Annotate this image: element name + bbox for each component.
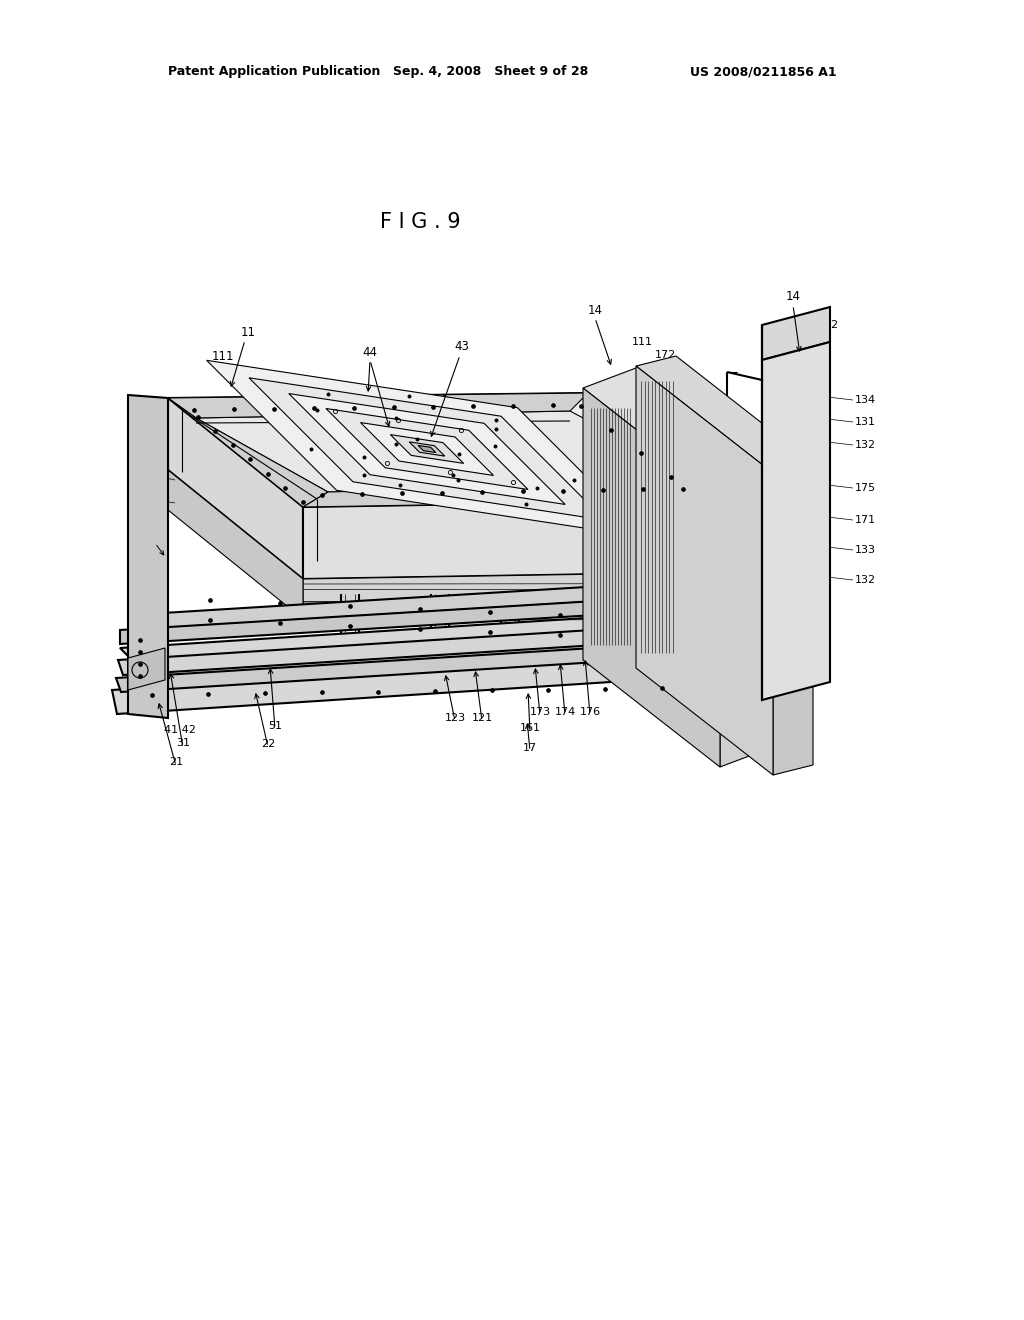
Text: F I G . 9: F I G . 9	[380, 213, 461, 232]
Polygon shape	[303, 500, 725, 579]
Text: 123: 123	[444, 713, 466, 723]
Polygon shape	[303, 482, 725, 507]
Text: US 2008/0211856 A1: US 2008/0211856 A1	[690, 66, 837, 78]
Polygon shape	[762, 342, 830, 700]
Polygon shape	[196, 411, 703, 492]
Text: 44: 44	[362, 346, 378, 359]
Polygon shape	[289, 393, 565, 504]
Polygon shape	[390, 434, 464, 463]
Text: 17: 17	[523, 743, 537, 752]
Text: 173: 173	[529, 708, 551, 717]
Text: 131: 131	[855, 417, 876, 426]
Polygon shape	[773, 463, 813, 775]
Text: 43: 43	[133, 533, 148, 546]
Text: 171: 171	[855, 515, 877, 525]
Text: 121: 121	[132, 470, 155, 483]
Text: 112: 112	[818, 319, 839, 330]
Polygon shape	[249, 378, 605, 520]
Text: 31: 31	[176, 738, 190, 748]
Polygon shape	[583, 388, 720, 767]
Polygon shape	[116, 638, 757, 692]
Polygon shape	[118, 620, 755, 675]
Polygon shape	[583, 368, 773, 495]
Polygon shape	[168, 393, 588, 418]
Polygon shape	[168, 399, 328, 507]
Text: 111: 111	[632, 337, 653, 347]
Text: 133: 133	[855, 545, 876, 554]
Text: Sep. 4, 2008   Sheet 9 of 28: Sep. 4, 2008 Sheet 9 of 28	[393, 66, 588, 78]
Text: 21: 21	[169, 756, 183, 767]
Polygon shape	[418, 445, 436, 453]
Text: 14: 14	[785, 290, 801, 304]
Polygon shape	[130, 579, 700, 630]
Text: 43: 43	[455, 341, 469, 354]
Polygon shape	[168, 470, 303, 619]
Text: 134: 134	[855, 395, 877, 405]
Text: Patent Application Publication: Patent Application Publication	[168, 66, 380, 78]
Polygon shape	[720, 475, 773, 767]
Text: 175: 175	[855, 483, 877, 492]
Polygon shape	[762, 308, 830, 360]
Text: 132: 132	[855, 576, 877, 585]
Text: 172: 172	[655, 350, 676, 360]
Text: 41 42: 41 42	[164, 725, 196, 735]
Polygon shape	[168, 399, 303, 579]
Polygon shape	[168, 393, 725, 507]
Text: 14: 14	[588, 304, 602, 317]
Polygon shape	[128, 648, 165, 690]
Polygon shape	[326, 408, 528, 490]
Text: 111: 111	[212, 350, 234, 363]
Text: 174: 174	[554, 708, 575, 717]
Polygon shape	[410, 442, 444, 457]
Polygon shape	[207, 360, 647, 537]
Text: 161: 161	[519, 723, 541, 733]
Polygon shape	[360, 422, 494, 475]
Polygon shape	[636, 366, 773, 775]
Polygon shape	[128, 395, 168, 718]
Text: 51: 51	[268, 721, 282, 731]
Polygon shape	[112, 648, 765, 714]
Text: 176: 176	[580, 708, 600, 717]
Text: 123: 123	[133, 494, 155, 507]
Polygon shape	[120, 610, 740, 678]
Polygon shape	[303, 572, 725, 619]
Text: 11: 11	[241, 326, 256, 338]
Polygon shape	[120, 594, 710, 644]
Text: 121: 121	[471, 713, 493, 723]
Text: 22: 22	[261, 739, 275, 748]
Polygon shape	[636, 356, 813, 473]
Text: 132: 132	[855, 440, 877, 450]
